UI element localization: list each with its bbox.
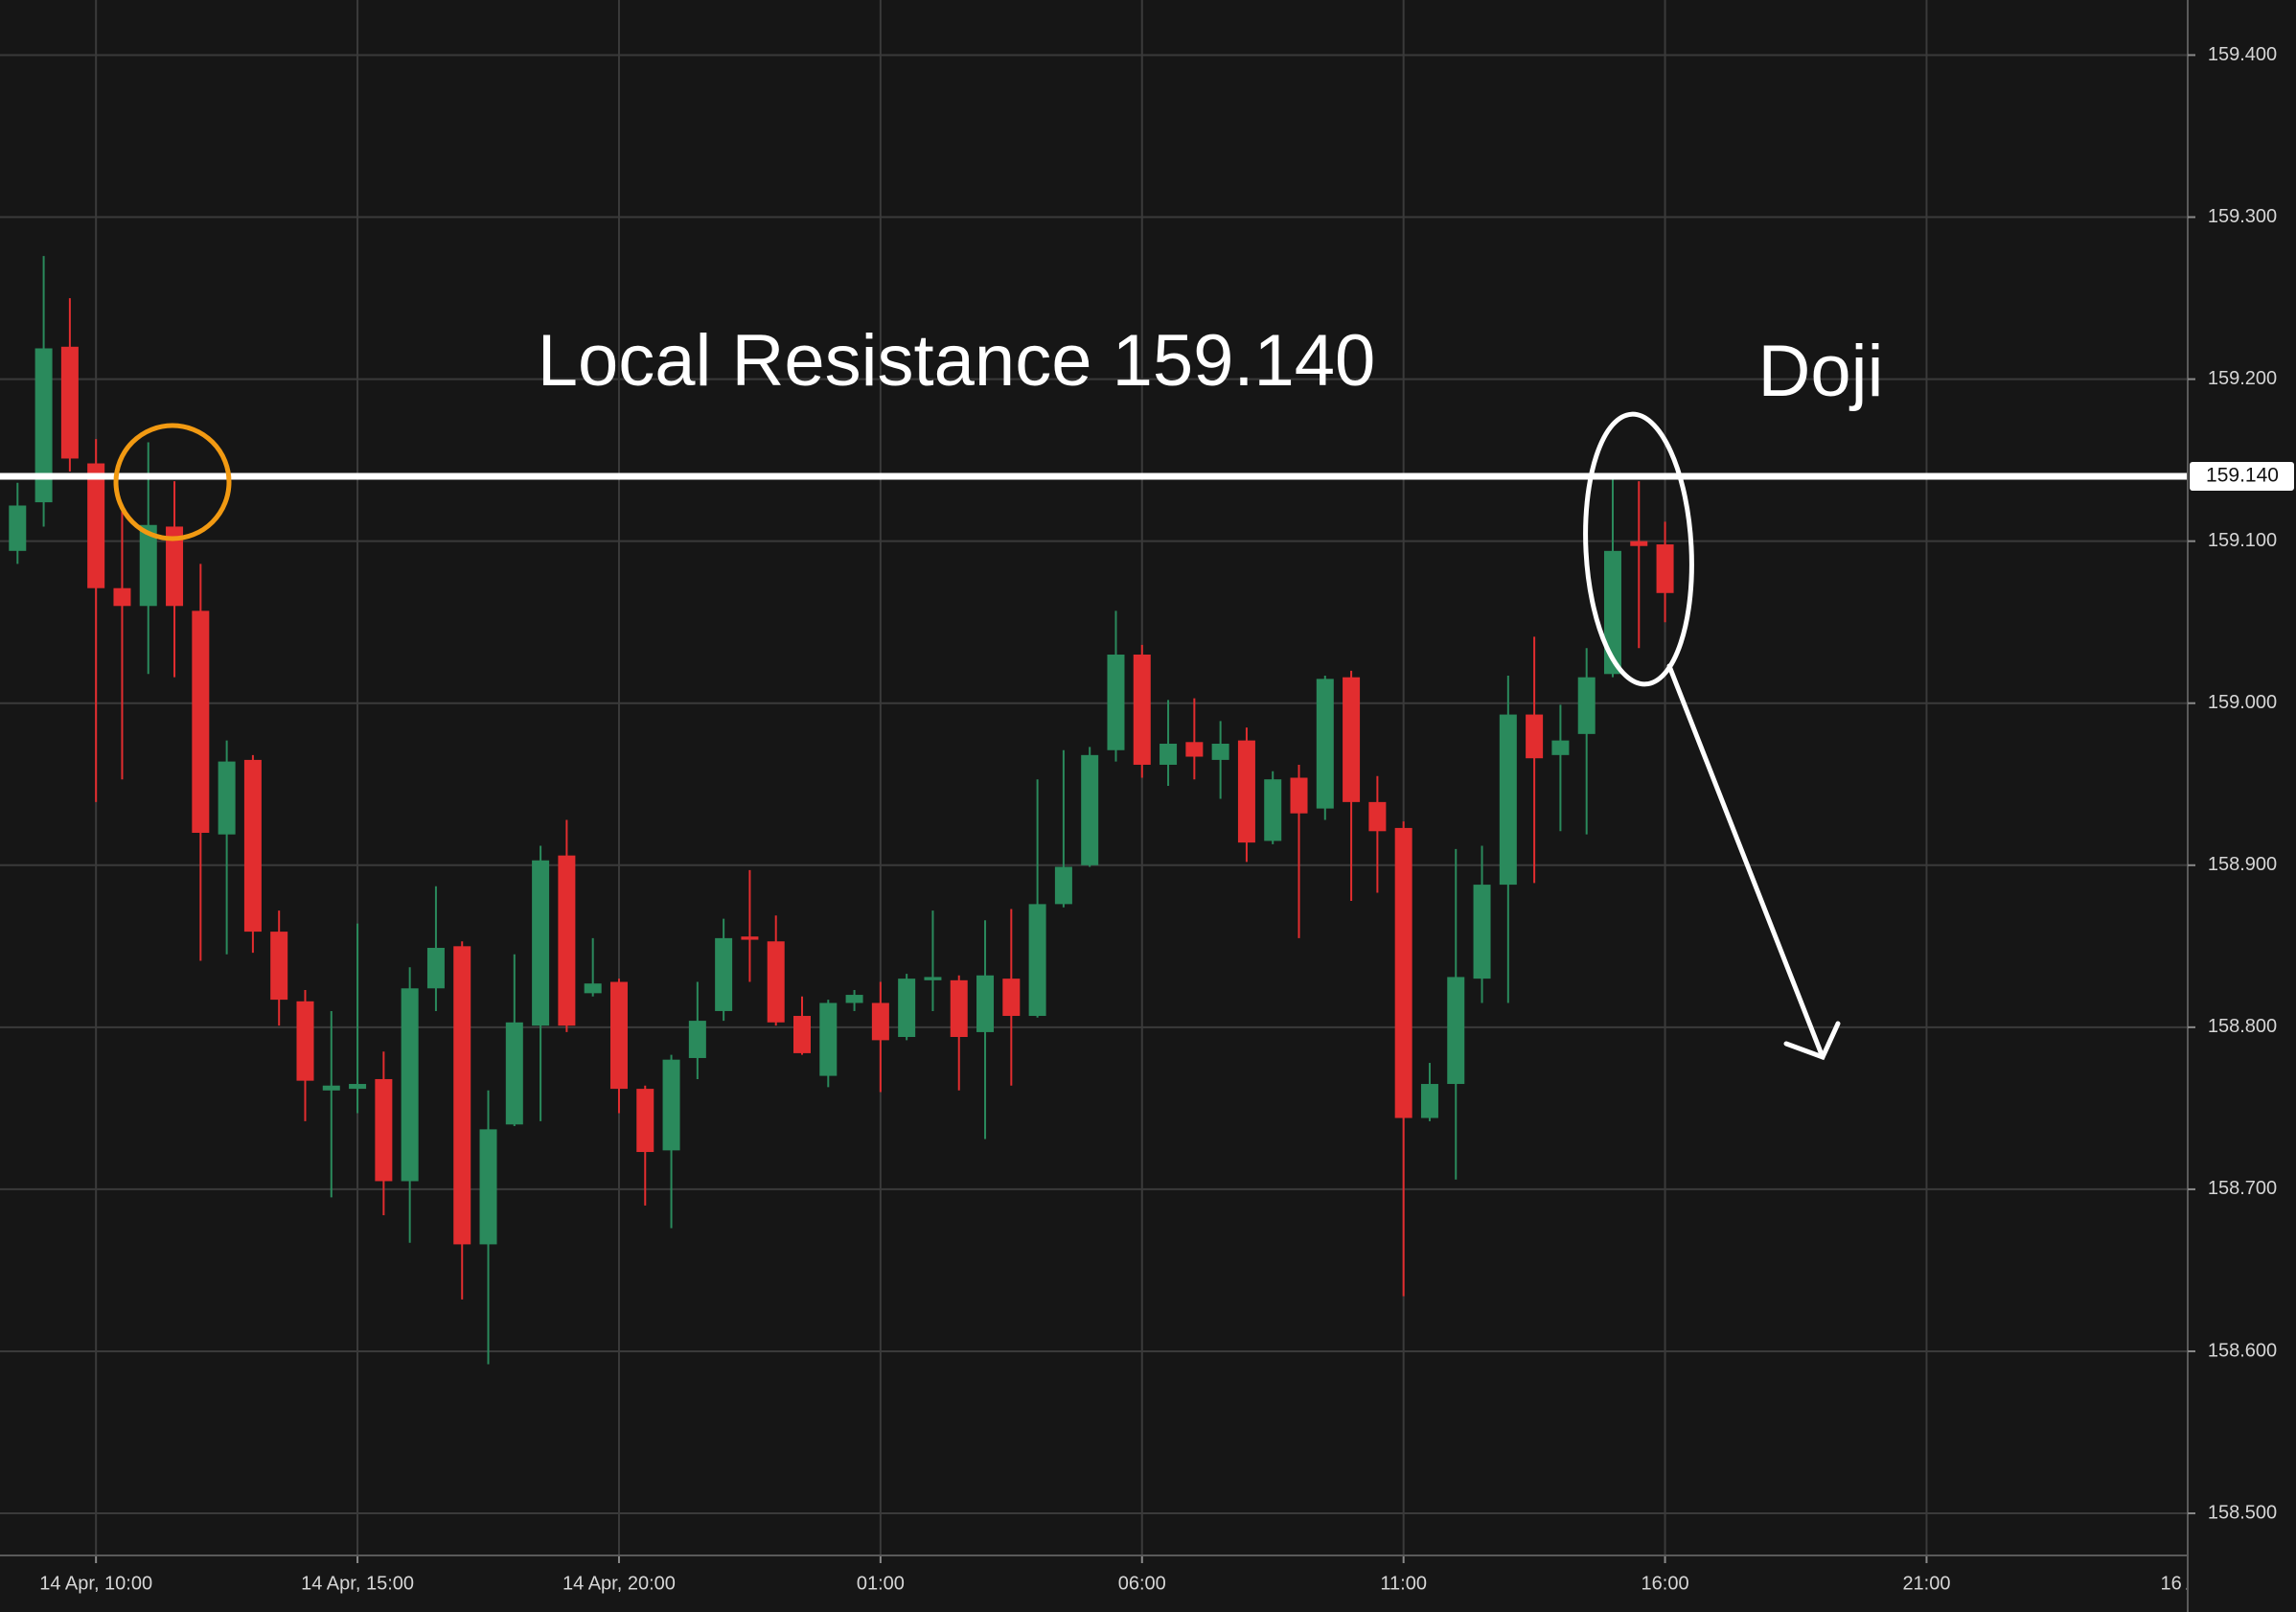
candle-body	[1420, 1084, 1438, 1118]
candle-body	[1264, 779, 1282, 841]
y-tick-label: 159.400	[2208, 44, 2277, 65]
candle-body	[532, 860, 550, 1026]
candle-body	[453, 946, 471, 1245]
candle-body	[1343, 677, 1361, 802]
price-axis-panel	[2188, 0, 2296, 1612]
candle-body	[401, 988, 419, 1182]
candle-body	[584, 983, 602, 994]
candle-body	[375, 1078, 393, 1182]
candle-body	[1290, 777, 1308, 814]
candle-body	[322, 1085, 340, 1091]
candle-body	[113, 587, 131, 607]
candle-body	[1368, 801, 1387, 832]
axes: 14 Apr, 10:00 14 Apr, 15:00 14 Apr, 20:00 0…	[39, 0, 2296, 1612]
candle-body	[1656, 544, 1674, 593]
candle-body	[976, 975, 995, 1032]
candle-body	[349, 1084, 367, 1090]
candle-body	[270, 932, 288, 1001]
candles	[0, 256, 2188, 1365]
candle-body	[1526, 714, 1544, 759]
candle-body	[767, 941, 785, 1023]
highlight-circle	[113, 423, 232, 541]
candle-body	[1211, 743, 1229, 760]
resistance-annotation: Local Resistance 159.140	[538, 320, 1376, 402]
doji-ellipse	[1583, 411, 1694, 687]
candle-body	[1316, 679, 1334, 809]
x-tick-label: 11:00	[1380, 1573, 1427, 1594]
y-tick-label: 159.000	[2208, 692, 2277, 713]
candle-body	[34, 348, 53, 503]
y-tick-label: 158.900	[2208, 854, 2277, 875]
candle-body	[426, 948, 445, 989]
x-tick-label: 14 Apr, 10:00	[39, 1573, 152, 1594]
candle-body	[60, 346, 79, 459]
candle-body	[1002, 979, 1021, 1017]
candle-body	[1499, 714, 1517, 886]
candle-body	[1028, 904, 1046, 1017]
candle-body	[139, 524, 157, 607]
candle-body	[1603, 550, 1621, 675]
doji-annotation: Doji	[1758, 331, 1884, 412]
candle-body	[296, 1001, 314, 1081]
candle-body	[793, 1016, 811, 1053]
candle-body	[609, 981, 628, 1090]
candle-body	[819, 1002, 838, 1076]
candle-body	[741, 936, 759, 940]
price-tag-label: 159.140	[2206, 465, 2279, 487]
candle-body	[505, 1022, 523, 1125]
y-tick-label: 158.500	[2208, 1502, 2277, 1523]
candle-body	[1577, 677, 1596, 734]
candle-body	[192, 610, 210, 833]
candle-body	[558, 855, 576, 1026]
candle-body	[479, 1129, 497, 1245]
candle-body	[924, 977, 942, 980]
candle-body	[1133, 655, 1151, 765]
candle-body	[950, 979, 968, 1037]
x-tick-label: 16:00	[1642, 1573, 1689, 1594]
y-tick-label: 158.700	[2208, 1178, 2277, 1199]
y-tick-label: 159.100	[2208, 530, 2277, 551]
candle-body	[1159, 743, 1178, 765]
candle-body	[1551, 740, 1570, 755]
arrow-shaft	[1666, 663, 1825, 1060]
candle-body	[1107, 655, 1125, 750]
candle-body	[1237, 740, 1255, 843]
arrow-head	[1783, 1021, 1841, 1061]
grid	[0, 0, 2190, 1563]
y-tick-label: 159.200	[2208, 368, 2277, 389]
x-tick-label: 14 Apr, 15:00	[301, 1573, 414, 1594]
x-tick-label: 14 Apr, 20:00	[563, 1573, 676, 1594]
candle-body	[87, 463, 105, 588]
candle-body	[715, 937, 733, 1011]
arrow	[1666, 663, 1841, 1061]
candle-body	[9, 505, 27, 551]
candle-body	[871, 1002, 889, 1041]
candle-body	[636, 1089, 654, 1153]
candle-body	[1185, 742, 1204, 757]
y-tick-label: 158.800	[2208, 1016, 2277, 1037]
candle-body	[898, 979, 916, 1037]
candle-body	[1630, 541, 1648, 546]
candle-body	[1054, 866, 1072, 905]
x-tick-label: 06:00	[1118, 1573, 1166, 1594]
x-tick-label: 01:00	[857, 1573, 905, 1594]
y-tick-label: 158.600	[2208, 1340, 2277, 1361]
candle-body	[845, 995, 863, 1003]
candle-body	[218, 761, 236, 835]
candle-body	[1473, 885, 1491, 979]
candle-body	[662, 1059, 680, 1151]
y-tick-label: 159.300	[2208, 206, 2277, 227]
x-tick-label: 21:00	[1902, 1573, 1950, 1594]
price-tag	[2190, 462, 2294, 492]
candle-body	[166, 526, 184, 607]
candle-body	[1447, 977, 1465, 1085]
overlay: Local Resistance 159.140 Doji	[113, 320, 1884, 1061]
candle-body	[688, 1021, 706, 1058]
candle-body	[1394, 827, 1412, 1118]
candle-body	[243, 759, 262, 933]
candle-body	[1081, 754, 1099, 865]
